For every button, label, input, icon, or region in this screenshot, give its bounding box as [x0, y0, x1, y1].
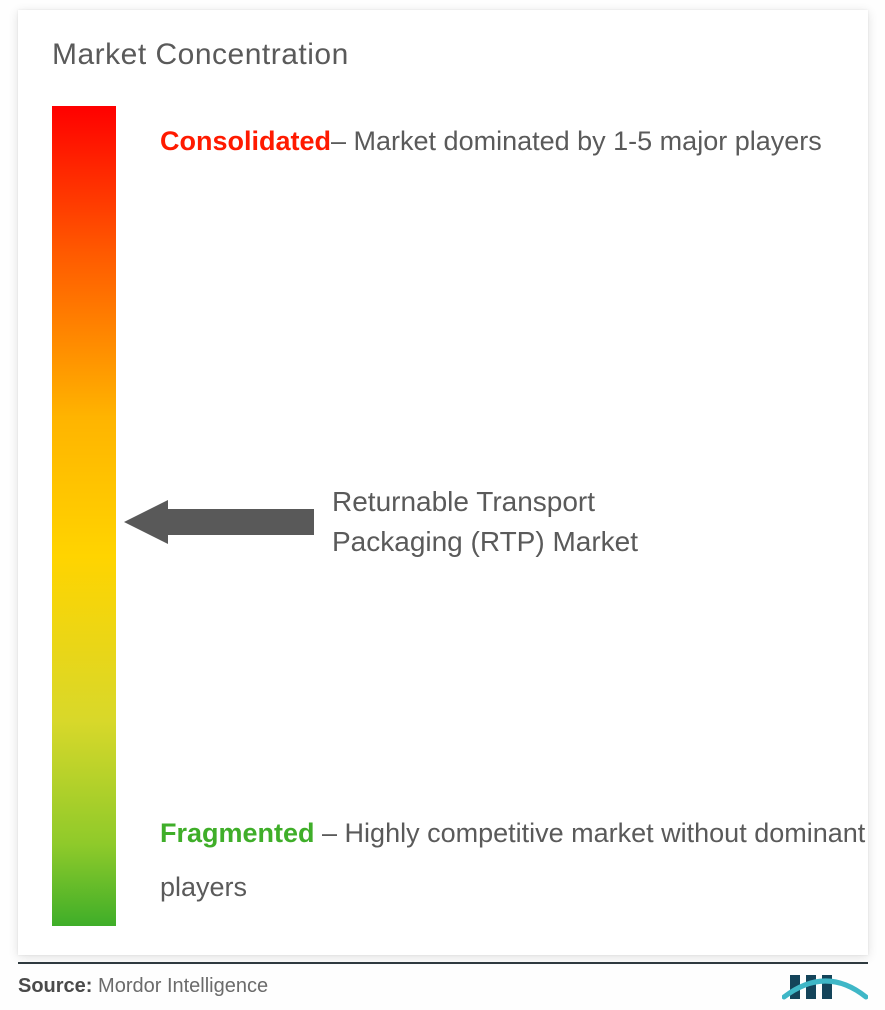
source-line: Source: Mordor Intelligence [18, 975, 268, 998]
market-pointer-label: Returnable Transport Packaging (RTP) Mar… [332, 482, 692, 563]
concentration-gradient-bar [52, 106, 116, 926]
fragmented-description: Fragmented – Highly competitive market w… [160, 806, 870, 914]
source-label: Source: [18, 975, 92, 997]
info-card: Market Concentration Consolidated– Marke… [18, 10, 868, 955]
arrow-shape [124, 500, 314, 544]
logo-bar-2 [806, 975, 816, 999]
consolidated-rest: – Market dominated by 1-5 major players [331, 126, 822, 156]
market-pointer: Returnable Transport Packaging (RTP) Mar… [124, 482, 692, 563]
footer-bar: Source: Mordor Intelligence [18, 962, 868, 1002]
source-value: Mordor Intelligence [98, 975, 268, 997]
card-title: Market Concentration [52, 38, 834, 72]
consolidated-description: Consolidated– Market dominated by 1-5 ma… [160, 114, 840, 168]
consolidated-keyword: Consolidated [160, 126, 331, 156]
gradient-rect [52, 106, 116, 926]
diagram-area: Consolidated– Market dominated by 1-5 ma… [52, 106, 834, 926]
fragmented-keyword: Fragmented [160, 818, 315, 848]
arrow-icon [124, 496, 314, 548]
mordor-logo-icon [782, 971, 868, 1001]
